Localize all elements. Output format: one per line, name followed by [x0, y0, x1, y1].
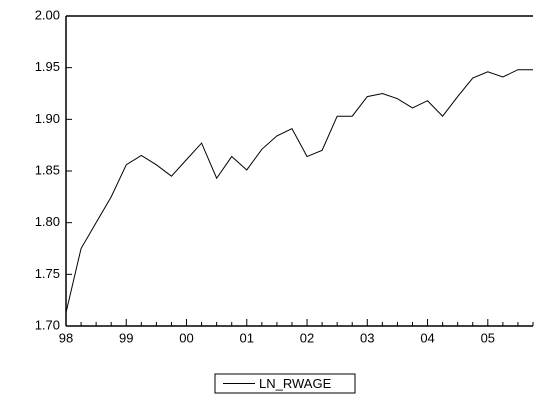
y-tick-label: 1.70 [35, 317, 60, 332]
x-tick-label: 05 [481, 330, 495, 345]
x-tick-label: 00 [179, 330, 193, 345]
x-tick-label: 98 [59, 330, 73, 345]
x-tick-label: 99 [119, 330, 133, 345]
y-tick-label: 1.80 [35, 214, 60, 229]
x-tick-label: 03 [360, 330, 374, 345]
x-tick-label: 02 [300, 330, 314, 345]
legend-box [214, 373, 356, 394]
y-tick-label: 1.90 [35, 111, 60, 126]
y-tick-label: 1.75 [35, 266, 60, 281]
legend-label: LN_RWAGE [259, 376, 332, 391]
x-tick-label: 04 [420, 330, 434, 345]
y-tick-label: 1.95 [35, 59, 60, 74]
y-tick-label: 1.85 [35, 162, 60, 177]
y-tick-label: 2.00 [35, 7, 60, 22]
x-tick-label: 01 [240, 330, 254, 345]
series-line [65, 69, 533, 313]
